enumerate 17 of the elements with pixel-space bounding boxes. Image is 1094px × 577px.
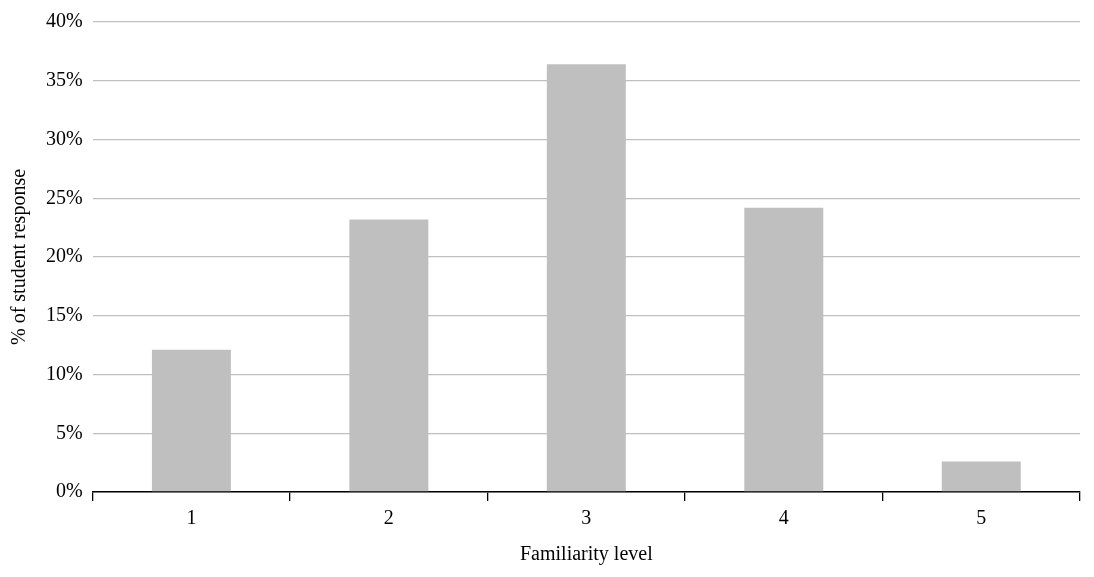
y-tick-label: 40%	[45, 9, 83, 32]
y-tick-label: 35%	[45, 68, 83, 90]
x-axis-title: Familiarity level	[519, 542, 654, 566]
y-tick-label: 0%	[55, 479, 83, 502]
y-tick-label: 5%	[55, 420, 83, 443]
x-tick-label: 2	[383, 506, 394, 529]
y-axis-title: % of student response	[7, 168, 31, 346]
bar	[941, 461, 1021, 492]
y-tick-label: 25%	[45, 185, 83, 208]
y-tick-label: 20%	[45, 244, 83, 267]
y-tick-label: 15%	[45, 303, 83, 325]
y-tick-label: 10%	[45, 361, 83, 384]
y-tick-label: 30%	[45, 126, 83, 149]
x-tick-label: 1	[186, 506, 197, 529]
x-tick-label: 5	[976, 506, 987, 529]
x-tick-label: 3	[581, 506, 592, 529]
x-tick-label: 4	[778, 506, 789, 529]
